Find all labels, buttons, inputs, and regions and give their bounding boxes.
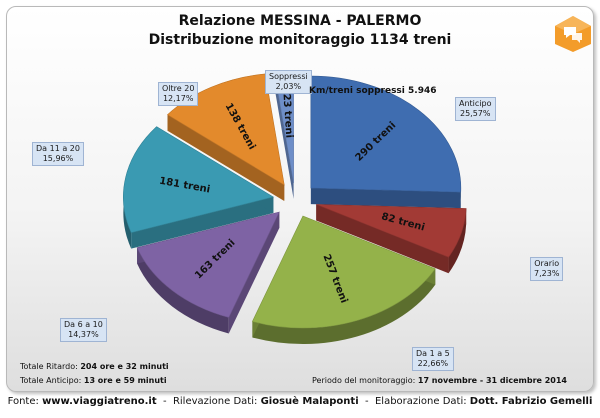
footer-credits: Fonte: www.viaggiatreno.it - Rilevazione…: [7, 396, 593, 407]
pie-slice-wall: [316, 204, 449, 274]
pie-slice-da-6-a-10: [136, 211, 280, 334]
chart-subtitle: Distribuzione monitoraggio 1134 treni: [148, 32, 452, 48]
pie-slice-top: [123, 126, 275, 233]
pie-slice-orario: [316, 204, 467, 274]
pie-slice-top: [310, 75, 462, 193]
pie-slice-wall: [310, 188, 461, 209]
pie-slice-wall: [131, 196, 274, 249]
pie-slice-side: [448, 208, 467, 274]
callout-soppressi: Soppressi 2,03%: [265, 70, 312, 94]
periodo-monitoraggio: Periodo del monitoraggio: 17 novembre - …: [312, 376, 567, 385]
callout-orario: Orario 7,23%: [530, 257, 564, 281]
pie-slice-side: [252, 268, 436, 345]
slice-value-label: 23 treni: [280, 93, 294, 138]
km-soppressi-note: Km/treni soppressi 5.946: [309, 86, 437, 96]
callout-da-1-a-5: Da 1 a 5 22,66%: [412, 347, 454, 371]
callout-oltre-20: Oltre 20 12,17%: [158, 82, 199, 106]
pie-slice-da-11-a-20: [123, 126, 275, 249]
pie-slice-anticipo: [310, 75, 462, 209]
speech-bubble-icon: [555, 16, 591, 52]
pie-slice-top: [316, 204, 467, 258]
pie-slice-da-1-a-5: [251, 215, 436, 345]
source-link[interactable]: www.viaggiatreno.it: [42, 396, 157, 407]
totale-anticipo: Totale Anticipo: 13 ore e 59 minuti: [20, 376, 167, 385]
callout-da-11-a-20: Da 11 a 20 15,96%: [32, 142, 84, 166]
pie-slice-top: [136, 211, 280, 318]
pie-slice-top: [251, 215, 436, 329]
callout-da-6-a-10: Da 6 a 10 14,37%: [60, 318, 107, 342]
callout-anticipo: Anticipo 25,57%: [455, 97, 496, 121]
chart-title: Relazione MESSINA - PALERMO: [178, 13, 422, 29]
pie-slice-wall: [167, 114, 285, 202]
pie-slice-side: [137, 247, 229, 334]
pie-slice-wall: [274, 71, 294, 199]
totale-ritardo: Totale Ritardo: 204 ore e 32 minuti: [20, 362, 169, 371]
pie-slice-wall: [228, 212, 280, 334]
